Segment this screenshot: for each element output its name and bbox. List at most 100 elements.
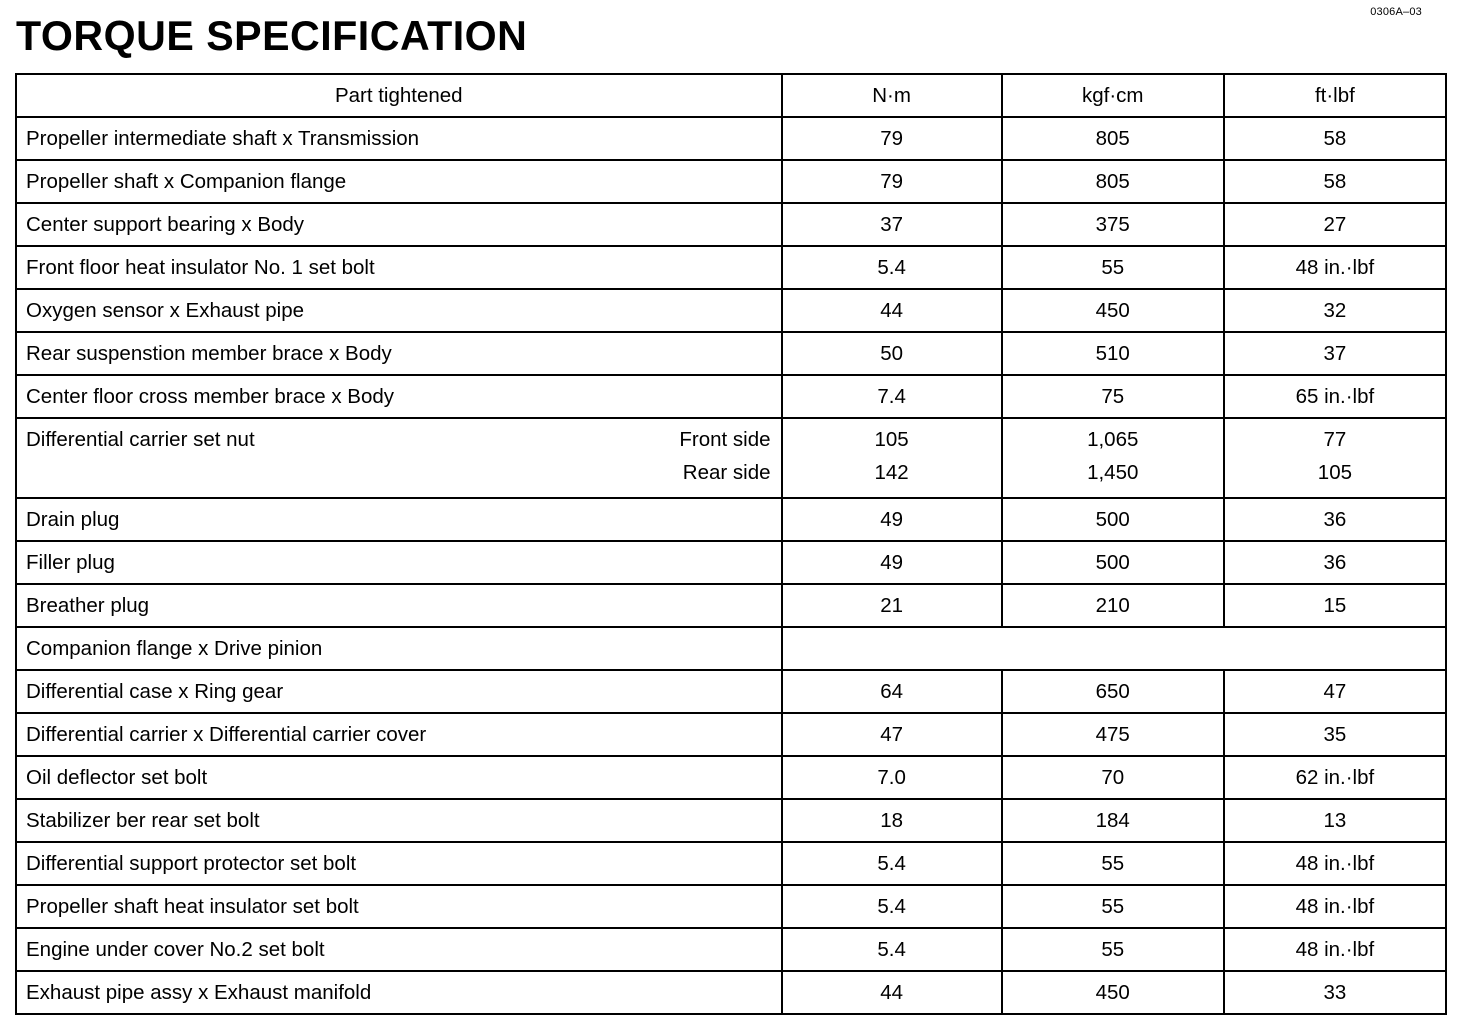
ftlbf-cell: 36 [1222,540,1448,585]
table-row: Rear suspenstion member brace x Body 50 51… [15,331,1448,376]
table-row: Stabilizer ber rear set bolt 18 184 13 [15,798,1448,843]
ftlbf-cell: 48 in.·lbf [1222,927,1448,972]
table-row: Exhaust pipe assy x Exhaust manifold 44 45… [15,970,1448,1015]
ftlbf-cell: 15 [1222,583,1448,628]
nm-value: 142 [874,461,909,484]
table-row: Propeller shaft heat insulator set bolt 5… [15,884,1448,929]
nm-cell: 7.0 [780,755,1003,800]
nm-cell: 37 [780,202,1003,247]
header-ftlbf: ft·lbf [1222,73,1448,118]
nm-cell: 44 [780,288,1003,333]
nm-cell: 47 [780,712,1003,757]
table-row: Oil deflector set bolt 7.0 70 62 in.·lbf [15,755,1448,800]
kgf-cell: 475 [1000,712,1225,757]
page-title: TORQUE SPECIFICATION [16,12,528,59]
ftlbf-cell: 37 [1222,331,1448,376]
ft-value: 77 [1323,428,1347,451]
ftlbf-cell: 48 in.·lbf [1222,245,1448,290]
part-cell: Propeller shaft heat insulator set bolt [15,884,783,929]
table-row: Differential carrier x Differential carr… [15,712,1448,757]
part-cell: Propeller intermediate shaft x Transmiss… [15,116,783,161]
header-nm: N·m [780,73,1003,118]
ftlbf-cell: 47 [1222,669,1448,714]
ftlbf-cell: 35 [1222,712,1448,757]
nm-cell: 5.4 [780,884,1003,929]
nm-cell: 5.4 [780,927,1003,972]
sub-label: Rear side [682,461,771,484]
table-row: Breather plug 21 210 15 [15,583,1448,628]
kgf-cell: 55 [1000,245,1225,290]
part-cell: Oil deflector set bolt [15,755,783,800]
nm-cell: 49 [780,497,1003,542]
part-cell: Breather plug [15,583,783,628]
document-code: 0306A–03 [1370,6,1422,18]
part-cell: Companion flange x Drive pinion [15,626,783,671]
table-row: Drain plug 49 500 36 [15,497,1448,542]
part-label: Differential carrier set nut [26,428,255,451]
table-row: Oxygen sensor x Exhaust pipe 44 450 32 [15,288,1448,333]
kgf-cell: 500 [1000,497,1225,542]
ft-cell: 77 105 [1222,417,1448,499]
part-cell: Differential support protector set bolt [15,841,783,886]
kgf-cell: 500 [1000,540,1225,585]
ftlbf-cell: 58 [1222,159,1448,204]
ftlbf-cell: 62 in.·lbf [1222,755,1448,800]
kgf-value: 1,450 [1087,461,1139,484]
torque-table: Part tightened N·m kgf·cm ft·lbf Propell… [15,73,1448,1015]
ftlbf-cell: 27 [1222,202,1448,247]
nm-cell: 5.4 [780,841,1003,886]
kgf-cell: 184 [1000,798,1225,843]
nm-cell: 105 142 [780,417,1003,499]
table-row: Companion flange x Drive pinion [15,626,1448,671]
ftlbf-cell: 36 [1222,497,1448,542]
table-row: Front floor heat insulator No. 1 set bol… [15,245,1448,290]
table-row: Differential carrier set nut Front side Re… [15,417,1448,499]
kgf-cell: 55 [1000,884,1225,929]
part-cell: Differential case x Ring gear [15,669,783,714]
kgf-cell: 450 [1000,970,1225,1015]
table-row: Filler plug 49 500 36 [15,540,1448,585]
nm-cell: 50 [780,331,1003,376]
nm-value: 105 [874,428,909,451]
kgf-cell: 805 [1000,116,1225,161]
nm-cell: 44 [780,970,1003,1015]
nm-cell: 64 [780,669,1003,714]
header-kgf: kgf·cm [1000,73,1225,118]
kgf-value: 1,065 [1087,428,1139,451]
table-row: Propeller intermediate shaft x Transmiss… [15,116,1448,161]
table-row: Propeller shaft x Companion flange 79 805 5… [15,159,1448,204]
table-row: Differential support protector set bolt 5… [15,841,1448,886]
table-row: Center support bearing x Body 37 375 27 [15,202,1448,247]
sub-labels: Front side Rear side [679,423,770,489]
part-cell: Differential carrier set nut Front side Re… [15,417,783,499]
header-row: Part tightened N·m kgf·cm ft·lbf [15,73,1448,118]
nm-cell: 18 [780,798,1003,843]
ftlbf-cell: 33 [1222,970,1448,1015]
header-part: Part tightened [15,73,783,118]
kgf-cell: 450 [1000,288,1225,333]
table-row: Engine under cover No.2 set bolt 5.4 55 48 … [15,927,1448,972]
kgf-cell: 55 [1000,841,1225,886]
kgf-cell: 650 [1000,669,1225,714]
nm-cell: 7.4 [780,374,1003,419]
part-cell: Filler plug [15,540,783,585]
part-cell: Stabilizer ber rear set bolt [15,798,783,843]
ftlbf-cell: 58 [1222,116,1448,161]
kgf-cell: 1,065 1,450 [1000,417,1225,499]
part-cell: Oxygen sensor x Exhaust pipe [15,288,783,333]
part-cell: Rear suspenstion member brace x Body [15,331,783,376]
nm-cell: 79 [780,116,1003,161]
table-row: Differential case x Ring gear 64 650 47 [15,669,1448,714]
part-cell: Exhaust pipe assy x Exhaust manifold [15,970,783,1015]
part-cell: Engine under cover No.2 set bolt [15,927,783,972]
ftlbf-cell: 48 in.·lbf [1222,884,1448,929]
kgf-cell: 805 [1000,159,1225,204]
part-with-subs: Differential carrier set nut Front side Re… [26,423,781,489]
part-cell: Differential carrier x Differential carr… [15,712,783,757]
nm-cell: 21 [780,583,1003,628]
kgf-cell: 210 [1000,583,1225,628]
ftlbf-cell: 65 in.·lbf [1222,374,1448,419]
part-cell: Drain plug [15,497,783,542]
part-cell: Center floor cross member brace x Body [15,374,783,419]
kgf-cell: 375 [1000,202,1225,247]
